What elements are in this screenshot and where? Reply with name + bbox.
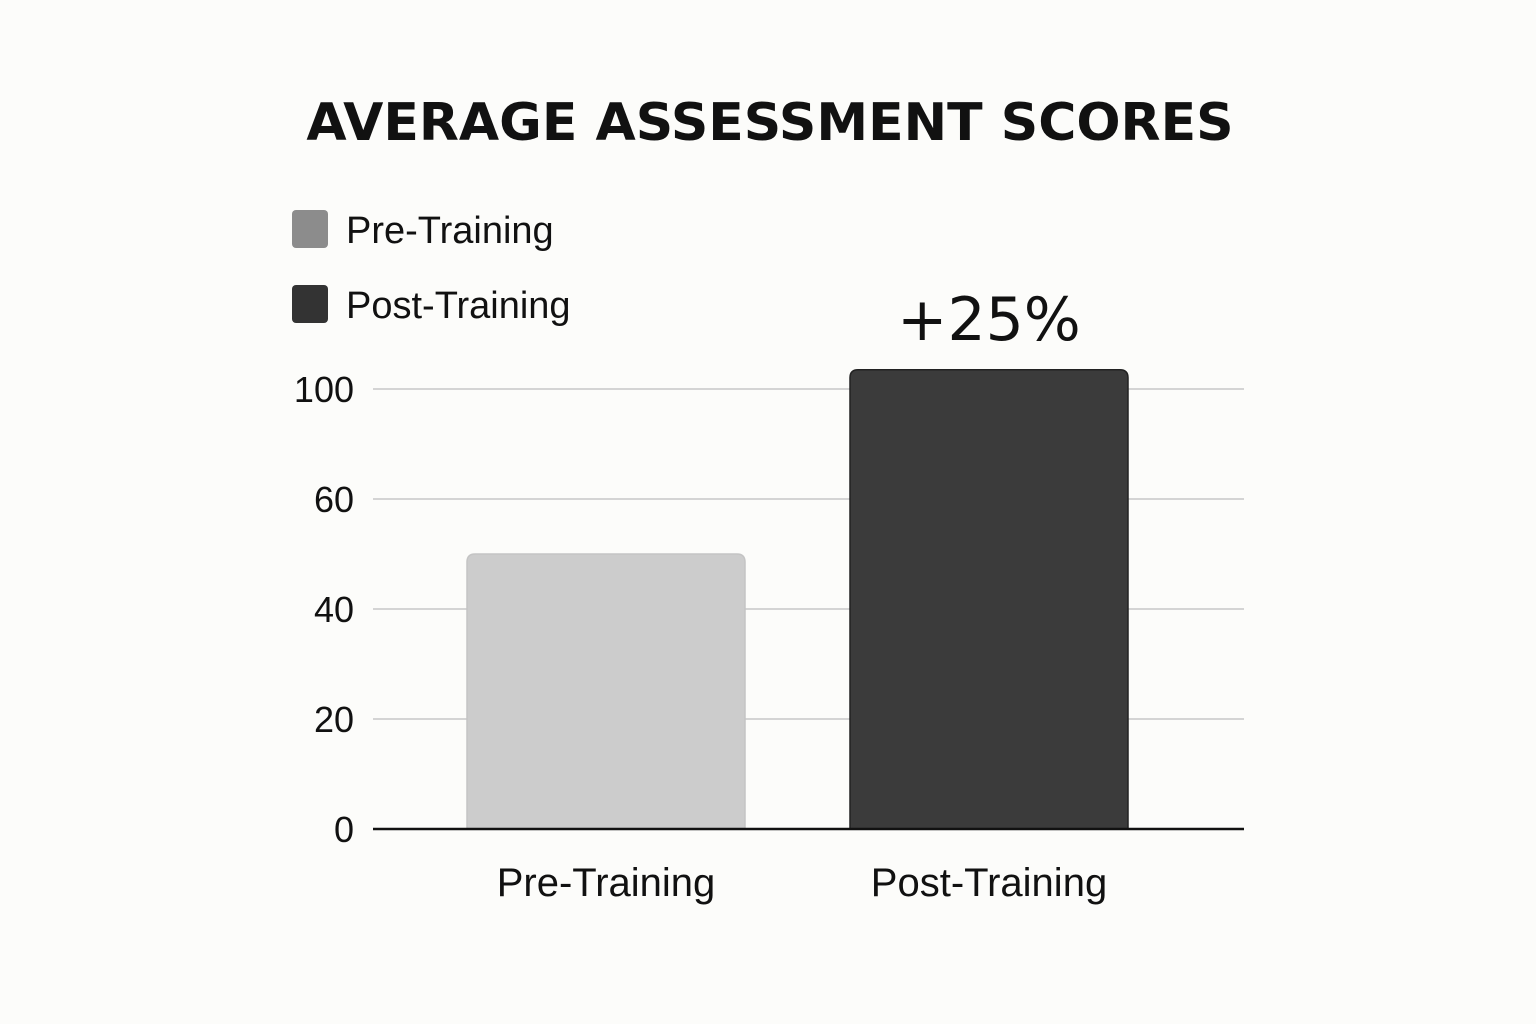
legend-label-post-training: Post-Training (346, 285, 571, 327)
y-tick-label-0: 0 (334, 809, 354, 850)
x-category-label-pre-training: Pre-Training (497, 861, 716, 905)
x-category-label-post-training: Post-Training (871, 861, 1107, 905)
legend-swatch-pre-training (292, 210, 328, 248)
annotations: +25% (897, 285, 1081, 355)
bar-pre-training (466, 553, 746, 830)
bar-annotation-0: +25% (897, 285, 1081, 355)
bars (466, 369, 1129, 830)
y-tick-label-100: 100 (294, 369, 354, 410)
legend-swatch-post-training (292, 285, 328, 323)
y-axis-ticks: 0 20 40 60 100 (294, 369, 354, 850)
bar-post-training (849, 369, 1129, 830)
legend-label-pre-training: Pre-Training (346, 210, 554, 252)
y-tick-label-40: 40 (314, 589, 354, 630)
legend: Pre-Training Post-Training (292, 210, 571, 327)
chart-title: AVERAGE ASSESSMENT SCORES (306, 93, 1233, 153)
x-axis-categories: Pre-Training Post-Training (497, 861, 1107, 905)
y-tick-label-60: 60 (314, 479, 354, 520)
y-tick-label-20: 20 (314, 699, 354, 740)
